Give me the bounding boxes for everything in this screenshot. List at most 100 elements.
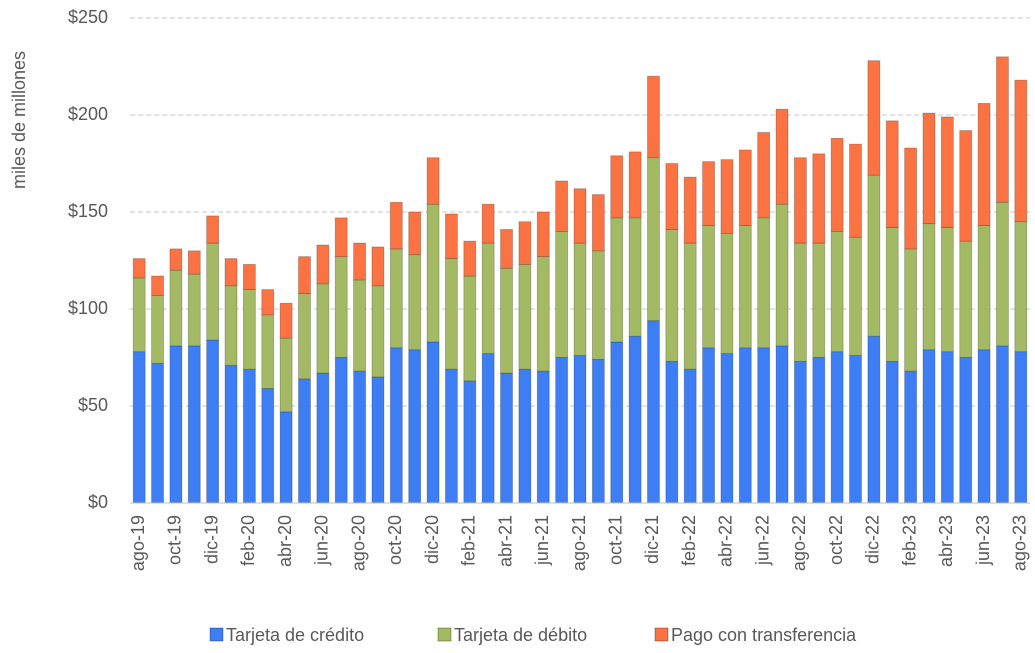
bar-segment: [665, 229, 679, 362]
bar-segment: [408, 349, 422, 504]
x-tick-label: feb-21: [459, 515, 479, 566]
y-tick-label: $50: [78, 395, 108, 415]
bar-segment: [830, 230, 844, 353]
legend-swatch: [209, 627, 224, 642]
bar-segment: [812, 357, 826, 504]
bar-segment: [463, 380, 477, 504]
bar-segment: [298, 378, 311, 504]
bar-segment: [132, 258, 146, 279]
bar-segment: [665, 360, 679, 504]
bar-segment: [389, 201, 403, 250]
bar-segment: [628, 151, 642, 219]
bar-segment: [922, 223, 936, 351]
bar-segment: [940, 227, 954, 353]
bar-segment: [885, 360, 899, 504]
bar-segment: [830, 351, 844, 504]
bar-segment: [720, 232, 734, 355]
bar-segment: [996, 345, 1009, 504]
bar-segment: [775, 203, 789, 347]
bar-segment: [279, 337, 293, 413]
bar-segment: [261, 289, 275, 316]
bar-segment: [481, 203, 495, 244]
bar-segment: [591, 250, 605, 360]
bar-segment: [959, 357, 973, 504]
x-tick-label: jun-23: [973, 515, 993, 566]
bar-segment: [904, 248, 918, 372]
bar-segment: [371, 246, 385, 287]
bar-segment: [591, 359, 605, 504]
bar-segment: [683, 176, 697, 244]
bar-segment: [334, 217, 348, 258]
bar-segment: [151, 362, 164, 504]
bar-segment: [261, 314, 275, 389]
bar-segment: [922, 349, 936, 504]
bar-segment: [298, 293, 311, 380]
x-tick-label: dic-21: [642, 515, 662, 564]
bar-segment: [812, 153, 826, 244]
bar-segment: [334, 357, 348, 504]
bar-segment: [610, 341, 624, 504]
bar-segment: [206, 215, 220, 244]
legend-label: Pago con transferencia: [671, 625, 857, 645]
bar-segment: [536, 256, 550, 372]
bar-segment: [353, 370, 366, 504]
bar-segment: [830, 137, 844, 232]
bar-segment: [500, 372, 513, 504]
bar-segment: [940, 116, 954, 228]
bar-segment: [371, 376, 385, 504]
bar-segment: [794, 360, 807, 504]
bar-segment: [426, 157, 440, 205]
bar-segment: [996, 201, 1009, 347]
bar-segment: [187, 345, 201, 504]
bar-segment: [242, 263, 256, 291]
x-tick-label: oct-19: [165, 515, 185, 565]
bar-segment: [481, 353, 495, 504]
bar-segment: [426, 203, 440, 343]
bar-segment: [849, 236, 862, 356]
bar-segment: [885, 120, 899, 228]
bar-segment: [169, 345, 183, 504]
bar-segment: [904, 147, 918, 250]
bar-segment: [371, 285, 385, 378]
bar-segment: [389, 347, 403, 504]
bar-segment: [922, 112, 936, 225]
x-tick-label: jun-20: [312, 515, 332, 566]
bar-segment: [316, 283, 330, 374]
y-axis-label: miles de millones: [9, 51, 29, 189]
bar-segment: [959, 130, 973, 242]
bar-segment: [353, 242, 366, 281]
bar-segment: [242, 368, 256, 504]
bar-segment: [628, 335, 642, 504]
bar-segment: [794, 157, 807, 244]
bar-segment: [647, 320, 660, 504]
x-tick-label: oct-22: [826, 515, 846, 565]
x-tick-label: oct-21: [605, 515, 625, 565]
bar-segment: [445, 258, 458, 370]
bar-segment: [757, 217, 771, 349]
bar-segment: [757, 132, 771, 219]
y-tick-label: $100: [68, 298, 108, 318]
bar-segment: [408, 254, 422, 351]
y-tick-label: $150: [68, 201, 108, 221]
bar-segment: [555, 180, 569, 232]
bar-segment: [463, 240, 477, 277]
bar-segment: [996, 56, 1009, 203]
bar-segment: [647, 75, 660, 159]
bar-segment: [757, 347, 771, 504]
bar-segment: [224, 364, 238, 504]
bar-segment: [224, 258, 238, 287]
bar-segment: [610, 217, 624, 343]
bar-segment: [518, 263, 532, 370]
bar-segment: [867, 335, 881, 504]
bar-segment: [169, 269, 183, 347]
x-tick-label: feb-20: [238, 515, 258, 566]
bar-segment: [316, 244, 330, 285]
bar-segment: [573, 242, 587, 356]
bar-segment: [445, 368, 458, 504]
bar-segment: [224, 285, 238, 366]
y-tick-label: $0: [88, 492, 108, 512]
bar-segment: [1014, 221, 1028, 353]
bar-segment: [353, 279, 366, 372]
x-tick-label: ago-23: [1010, 515, 1030, 571]
